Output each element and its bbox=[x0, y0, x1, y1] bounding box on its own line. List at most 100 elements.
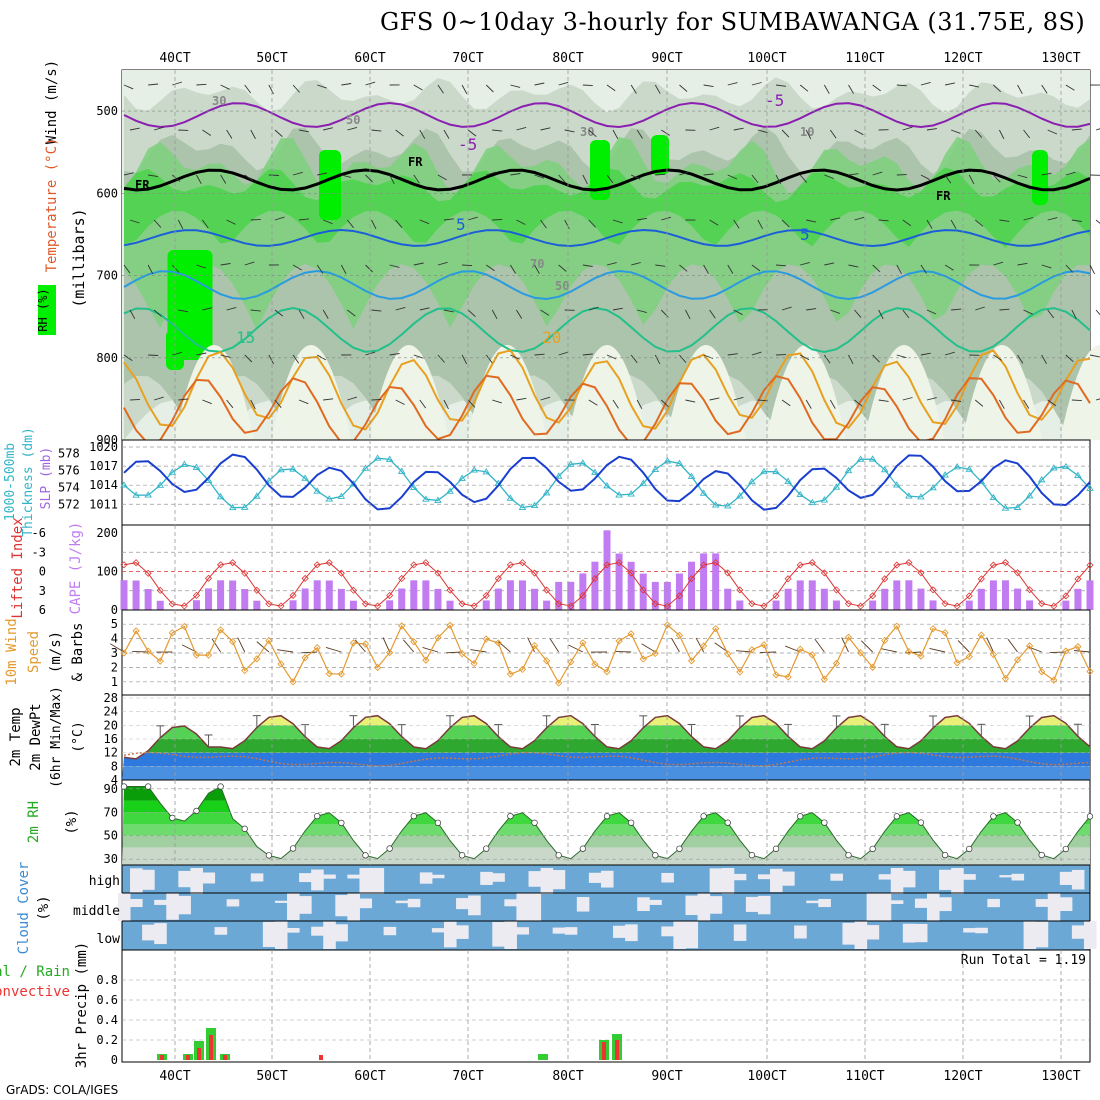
wind-barb bbox=[1047, 399, 1057, 407]
y-tick-label: 600 bbox=[96, 186, 118, 200]
thickness-point bbox=[228, 503, 237, 511]
thickness-point bbox=[410, 483, 418, 491]
wind-barb bbox=[785, 645, 801, 653]
wind-barb bbox=[250, 218, 261, 221]
li-point bbox=[518, 559, 527, 567]
thickness-point bbox=[591, 468, 599, 475]
wind-barb bbox=[896, 264, 902, 275]
cloud-cell bbox=[685, 921, 699, 949]
wind-barb bbox=[974, 399, 984, 407]
wind-point bbox=[905, 647, 913, 656]
rh-point bbox=[941, 851, 949, 859]
rh-point bbox=[241, 825, 248, 832]
wind-barb bbox=[516, 126, 527, 131]
wind-barb bbox=[1017, 354, 1024, 364]
wind-barb bbox=[413, 354, 424, 359]
li-point bbox=[929, 586, 937, 594]
li-tick: -3 bbox=[32, 545, 46, 559]
li-point bbox=[1001, 558, 1010, 567]
wind-tick: 1 bbox=[111, 675, 118, 689]
wind-point bbox=[989, 650, 998, 659]
cloud-level-label: high bbox=[89, 874, 120, 889]
thickness-point bbox=[627, 490, 635, 497]
wind-point bbox=[1086, 667, 1094, 676]
dry-cone bbox=[369, 345, 449, 440]
li-point bbox=[156, 586, 164, 594]
rh-point bbox=[386, 845, 393, 852]
cape-bar bbox=[325, 580, 333, 610]
rh-tick: 50 bbox=[104, 829, 118, 843]
thickness-point bbox=[929, 483, 937, 491]
wind-barb bbox=[485, 354, 493, 364]
wind-barb bbox=[256, 641, 270, 653]
wind-barb bbox=[630, 84, 637, 94]
cloud-cell bbox=[637, 897, 650, 912]
temp2m-axis-title: 2m Temp bbox=[8, 707, 24, 766]
cape-bar bbox=[688, 561, 696, 610]
wind-barb bbox=[1017, 84, 1023, 95]
cloud-cell bbox=[274, 921, 288, 949]
wind-barb bbox=[346, 219, 354, 229]
wind-barb bbox=[1041, 84, 1048, 94]
thickness-point bbox=[373, 454, 382, 461]
thickness-point bbox=[579, 459, 587, 466]
wind10-axis-title-3: (m/s) bbox=[48, 631, 64, 673]
li-point bbox=[1050, 602, 1058, 610]
isotherm-line bbox=[123, 269, 1091, 301]
rh-tick: 70 bbox=[104, 805, 118, 819]
wind-barb bbox=[154, 126, 164, 131]
cloud-cell bbox=[456, 925, 469, 939]
pressure-axis-title: (millibars) bbox=[70, 208, 88, 307]
wind-point bbox=[337, 670, 345, 678]
wind-barb bbox=[654, 84, 661, 94]
thickness-point bbox=[1049, 464, 1058, 471]
wind-point bbox=[627, 630, 635, 638]
wind-barb bbox=[661, 216, 672, 221]
cape-bar bbox=[132, 580, 140, 610]
wind-barb bbox=[316, 264, 324, 274]
wind-barb bbox=[1047, 309, 1055, 319]
wind-barb bbox=[757, 219, 763, 230]
thickness-point bbox=[1001, 504, 1010, 511]
wind-barb bbox=[975, 306, 985, 311]
thickness-point bbox=[289, 465, 297, 472]
wind-barb bbox=[153, 219, 162, 228]
wind-barb bbox=[172, 351, 183, 356]
thickness-point bbox=[687, 472, 696, 479]
cloud-cell bbox=[987, 898, 1000, 908]
rh-point bbox=[169, 814, 176, 822]
contour-label: FR bbox=[135, 178, 150, 192]
cloud-cell bbox=[866, 925, 880, 940]
thickness-point bbox=[470, 466, 478, 473]
wind-barb bbox=[1065, 354, 1074, 363]
wind-point bbox=[265, 636, 273, 645]
wind-barb bbox=[612, 399, 619, 409]
thickness-point bbox=[1074, 471, 1082, 478]
wind-barb bbox=[317, 84, 327, 89]
isotherm-line bbox=[123, 101, 1091, 129]
li-point bbox=[168, 600, 176, 608]
wind-barb bbox=[558, 351, 569, 356]
thickness-point bbox=[844, 466, 853, 474]
wind-barb bbox=[709, 397, 720, 401]
wind-barb bbox=[1049, 651, 1066, 654]
wind-barb bbox=[1065, 84, 1075, 91]
cloud-cell bbox=[468, 895, 481, 916]
wind-barb bbox=[485, 264, 495, 272]
thickness-point bbox=[180, 460, 189, 467]
wind-barb bbox=[878, 399, 889, 402]
rh-point bbox=[265, 852, 273, 859]
contour-label: 5 bbox=[800, 225, 810, 244]
wind-barb bbox=[202, 129, 212, 136]
wind-barb bbox=[814, 638, 825, 653]
cape-bar bbox=[784, 588, 792, 610]
wind-barb bbox=[727, 174, 738, 180]
wind-barb bbox=[735, 650, 752, 653]
wind-barb bbox=[860, 640, 873, 653]
wind-barb bbox=[534, 353, 545, 356]
rh-point bbox=[555, 852, 562, 859]
wind-barb bbox=[371, 398, 382, 401]
wind-barb bbox=[1065, 171, 1076, 176]
wind-point bbox=[772, 671, 780, 679]
wind-barb bbox=[540, 127, 551, 131]
